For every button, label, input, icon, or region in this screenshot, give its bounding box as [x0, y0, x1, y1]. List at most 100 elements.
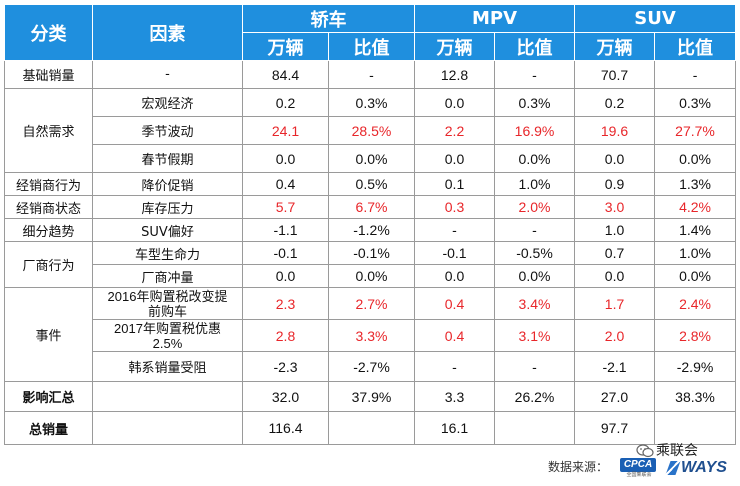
value-cell: -1.1 — [242, 218, 329, 242]
category-cell: 总销量 — [4, 411, 93, 445]
value-cell: 3.3% — [328, 319, 415, 352]
category-cell: 基础销量 — [4, 60, 93, 89]
factor-cell — [92, 381, 243, 412]
value-cell: 3.3 — [414, 381, 495, 412]
value-cell: 0.0 — [242, 144, 329, 173]
value-cell: 16.1 — [414, 411, 495, 445]
value-cell: 32.0 — [242, 381, 329, 412]
table-row: 2017年购置税优惠 2.5% 2.8 3.3% 0.4 3.1% 2.0 2.… — [5, 319, 737, 352]
value-cell: 0.0% — [654, 264, 737, 288]
value-cell: 2.0% — [493, 195, 576, 219]
source-label: 数据来源： — [548, 460, 609, 474]
value-cell: 0.0% — [328, 144, 415, 173]
value-cell: -1.2% — [328, 218, 415, 242]
table-row: 厂商行为 车型生命力 -0.1 -0.1% -0.1 -0.5% 0.7 1.0… — [4, 241, 737, 288]
cpca-logo: CPCA 全国乘联会 — [620, 458, 658, 478]
factor-cell: 季节波动 — [92, 116, 243, 145]
factor-line: 前购车 — [147, 303, 187, 319]
sales-factor-table: 分类 因素 轿车 MPV SUV 万辆 比值 万辆 比值 万辆 比值 基础销量 … — [4, 4, 737, 445]
cpca-logo-text: CPCA — [620, 458, 656, 472]
value-cell: 3.4% — [493, 287, 576, 320]
value-cell: -2.1 — [574, 351, 656, 382]
ways-logo-text: WAYS — [681, 459, 727, 476]
value-cell: 3.0 — [574, 195, 656, 219]
factor-cell: 韩系销量受阻 — [92, 351, 243, 382]
value-cell: 0.7 — [574, 241, 656, 265]
factor-cell: 春节假期 — [92, 144, 243, 173]
value-cell: 0.3 — [414, 195, 495, 219]
table-row: 经销商行为 降价促销 0.4 0.5% 0.1 1.0% 0.9 1.3% — [4, 172, 737, 196]
value-cell: 4.2% — [654, 195, 737, 219]
category-cell: 经销商行为 — [4, 172, 93, 196]
wechat-watermark: 乘联会 — [636, 440, 698, 460]
value-cell: 0.4 — [242, 172, 329, 196]
factor-cell — [92, 411, 243, 445]
value-cell: 28.5% — [328, 116, 415, 145]
value-cell: 0.5% — [328, 172, 415, 196]
value-cell: 1.7 — [574, 287, 656, 320]
value-cell: -2.9% — [654, 351, 737, 382]
header-ratio: 比值 — [328, 32, 415, 61]
value-cell: 0.3% — [328, 88, 415, 117]
value-cell: 16.9% — [493, 116, 576, 145]
value-cell: - — [493, 60, 576, 89]
value-cell — [328, 411, 415, 445]
category-cell: 影响汇总 — [4, 381, 93, 412]
header-group-sedan: 轿车 — [242, 4, 415, 33]
value-cell: 5.7 — [242, 195, 329, 219]
value-cell: 0.9 — [574, 172, 656, 196]
value-cell: -0.1 — [414, 241, 495, 265]
value-cell: 2.7% — [328, 287, 415, 320]
value-cell: - — [654, 60, 737, 89]
value-cell: 97.7 — [574, 411, 656, 445]
header-ratio: 比值 — [654, 32, 737, 61]
factor-cell: 厂商冲量 — [92, 264, 243, 288]
factor-cell: 库存压力 — [92, 195, 243, 219]
cpca-logo-sub: 全国乘联会 — [626, 472, 652, 478]
value-cell: 0.0% — [328, 264, 415, 288]
value-cell: 1.0% — [654, 241, 737, 265]
table-row: 影响汇总 32.0 37.9% 3.3 26.2% 27.0 38.3% — [4, 381, 737, 412]
header-group-suv: SUV — [574, 4, 737, 33]
header-group-mpv: MPV — [413, 4, 576, 33]
value-cell: 0.0% — [493, 264, 576, 288]
table-row: 基础销量 - 84.4 - 12.8 - 70.7 - — [4, 60, 737, 89]
table-row: 总销量 116.4 16.1 97.7 — [4, 411, 737, 445]
value-cell: 1.0 — [574, 218, 656, 242]
value-cell: 0.4 — [414, 319, 495, 352]
table-row: 季节波动 24.1 28.5% 2.2 16.9% 19.6 27.7% — [5, 116, 737, 145]
value-cell: 0.1 — [414, 172, 495, 196]
value-cell: 6.7% — [328, 195, 415, 219]
value-cell: -2.7% — [328, 351, 415, 382]
value-cell: 0.0 — [574, 264, 656, 288]
value-cell: - — [328, 60, 415, 89]
table-row: 韩系销量受阻 -2.3 -2.7% - - -2.1 -2.9% — [5, 351, 737, 382]
value-cell: 0.2 — [242, 88, 329, 117]
value-cell: 0.0% — [654, 144, 737, 173]
value-cell: 1.4% — [654, 218, 737, 242]
category-cell: 厂商行为 — [4, 241, 93, 288]
value-cell: - — [414, 351, 495, 382]
value-cell: 37.9% — [328, 381, 415, 412]
value-cell: 70.7 — [574, 60, 656, 89]
value-cell: 27.0 — [574, 381, 656, 412]
value-cell: 0.0% — [493, 144, 576, 173]
factor-cell: SUV偏好 — [92, 218, 243, 242]
header-factor: 因素 — [92, 4, 243, 61]
factor-cell: 车型生命力 — [92, 241, 243, 265]
value-cell: 2.0 — [574, 319, 656, 352]
value-cell: 26.2% — [493, 381, 576, 412]
ways-logo: WAYS — [665, 459, 727, 477]
wechat-icon — [636, 444, 654, 458]
value-cell: 0.0 — [414, 264, 495, 288]
value-cell: 0.2 — [574, 88, 656, 117]
factor-line: 2016年购置税改变提 — [107, 288, 228, 304]
value-cell: 0.0 — [414, 144, 495, 173]
value-cell: 0.0 — [574, 144, 656, 173]
table-row: 事件 2016年购置税改变提 前购车 2.3 2.7% 0.4 3.4% 1.7… — [4, 287, 737, 382]
watermark-text: 乘联会 — [656, 443, 698, 459]
value-cell: 0.0 — [242, 264, 329, 288]
value-cell: 2.3 — [242, 287, 329, 320]
factor-line: 2.5% — [152, 335, 183, 351]
value-cell: 0.4 — [414, 287, 495, 320]
